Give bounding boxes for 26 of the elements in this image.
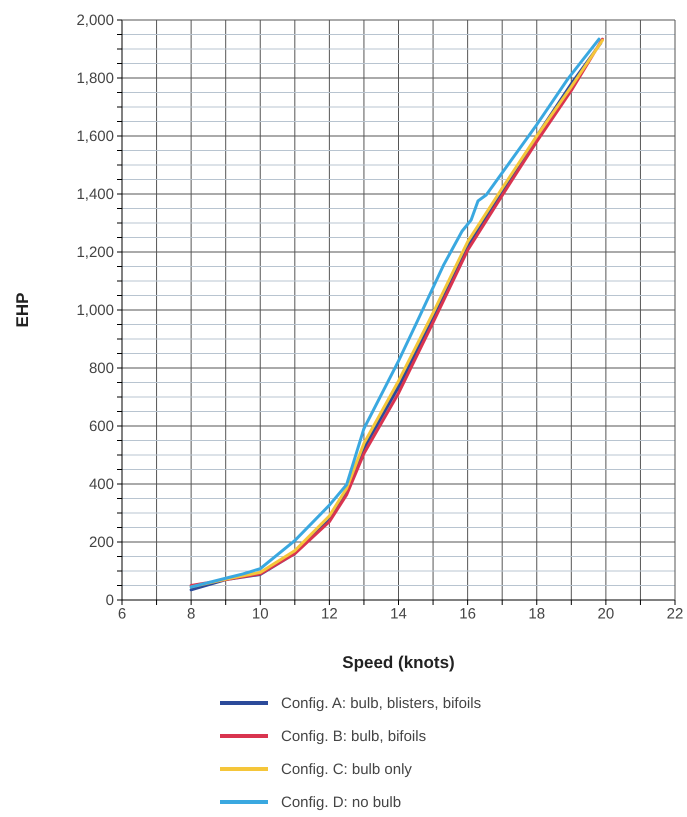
y-tick-label: 600: [88, 418, 114, 435]
x-tick-label: 16: [459, 606, 476, 623]
x-tick-label: 22: [666, 606, 684, 623]
x-tick-label: 8: [186, 606, 196, 623]
y-tick-label: 1,600: [76, 128, 114, 145]
x-tick-label: 20: [598, 606, 614, 623]
y-tick-label: 1,400: [76, 186, 114, 203]
y-axis-title: EHP: [13, 292, 32, 328]
y-tick-label: 2,000: [76, 12, 114, 29]
y-tick-label: 200: [88, 534, 114, 551]
y-tick-label: 800: [88, 360, 114, 377]
x-tick-label: 18: [528, 606, 546, 623]
legend-label: Config. B: bulb, bifoils: [281, 728, 426, 745]
y-tick-label: 1,200: [76, 244, 114, 261]
y-tick-label: 1,000: [76, 302, 114, 319]
y-tick-label: 1,800: [76, 70, 114, 87]
x-tick-label: 6: [118, 606, 126, 623]
legend-label: Config. C: bulb only: [281, 761, 412, 778]
legend-label: Config. A: bulb, blisters, bifoils: [281, 695, 482, 712]
x-tick-label: 12: [321, 606, 338, 623]
x-tick-label: 14: [390, 606, 407, 623]
x-tick-label: 10: [252, 606, 269, 623]
y-tick-label: 0: [106, 592, 114, 609]
x-axis-title: Speed (knots): [342, 653, 455, 672]
legend-label: Config. D: no bulb: [281, 794, 402, 811]
y-tick-label: 400: [88, 476, 114, 493]
